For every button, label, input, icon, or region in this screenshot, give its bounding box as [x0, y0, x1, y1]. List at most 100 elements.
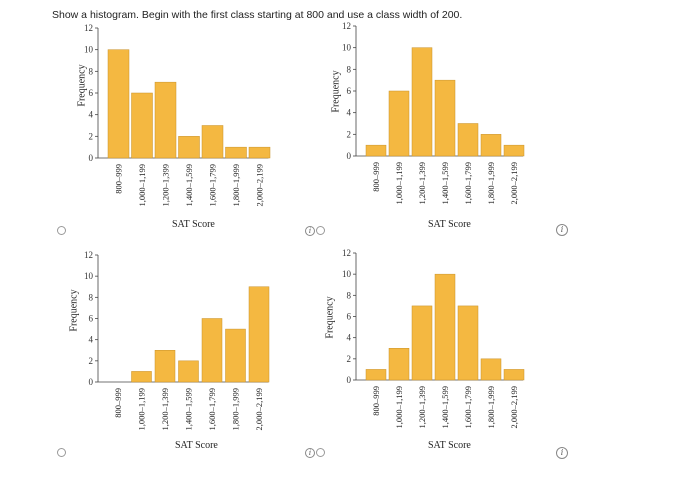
histogram-b-bar — [411, 47, 433, 157]
y-tick-label: 8 — [347, 64, 352, 74]
y-tick-label: 2 — [347, 129, 352, 139]
y-tick-label: 8 — [347, 290, 352, 300]
info-icon-a[interactable]: i — [305, 226, 315, 236]
y-tick-label: 10 — [84, 45, 94, 55]
y-tick-label: 8 — [89, 66, 94, 76]
info-icon-c[interactable]: i — [305, 448, 315, 458]
option-a-radio[interactable] — [57, 226, 66, 235]
histogram-b-category-label: 2,000–2,199 — [509, 162, 519, 205]
histogram-d-xlabel: SAT Score — [428, 440, 471, 451]
histogram-a-category-label: 2,000–2,199 — [255, 164, 265, 207]
y-tick-label: 2 — [347, 354, 352, 364]
histogram-b-bar — [388, 90, 410, 157]
histogram-b-bar — [365, 144, 387, 157]
histogram-d-category-label: 1,200–1,399 — [417, 386, 427, 429]
histogram-d-category-label: 1,400–1,599 — [440, 386, 450, 429]
histogram-b-category-label: 800–999 — [371, 162, 381, 192]
y-tick-label: 12 — [342, 21, 351, 31]
y-tick-label: 12 — [342, 248, 351, 258]
option-c-radio[interactable] — [57, 448, 66, 457]
y-tick-label: 0 — [89, 377, 94, 387]
histogram-d-bar — [480, 358, 502, 381]
option-d-radio[interactable] — [316, 448, 325, 457]
histogram-d-category-label: 2,000–2,199 — [509, 386, 519, 429]
histogram-d-category-label: 1,600–1,799 — [463, 386, 473, 429]
y-tick-label: 12 — [84, 250, 93, 260]
histogram-d-ylabel: Frequency — [324, 296, 336, 339]
histogram-d-category-label: 1,000–1,199 — [394, 386, 404, 429]
histogram-c-category-label: 2,000–2,199 — [254, 388, 264, 431]
y-tick-label: 6 — [347, 312, 352, 322]
histogram-a-bar — [178, 136, 200, 159]
y-tick-label: 0 — [347, 151, 352, 161]
histogram-b-bar — [457, 123, 479, 157]
histogram-d-bar — [411, 305, 433, 381]
y-tick-label: 6 — [89, 88, 94, 98]
histogram-b-bar — [503, 144, 525, 157]
histogram-a-category-label: 1,600–1,799 — [208, 164, 218, 207]
info-icon-b[interactable]: i — [556, 224, 568, 236]
histogram-c-bar — [178, 360, 199, 383]
histogram-b-bar — [434, 79, 456, 157]
y-tick-label: 4 — [89, 110, 94, 120]
y-tick-label: 0 — [347, 375, 352, 385]
histogram-b-category-label: 1,200–1,399 — [417, 162, 427, 205]
histogram-c-bar — [248, 286, 270, 383]
histogram-b-category-label: 1,000–1,199 — [394, 162, 404, 205]
histogram-c-category-label: 800–999 — [113, 388, 123, 418]
histogram-a-category-label: 1,000–1,199 — [137, 164, 147, 207]
histogram-d-bar — [388, 348, 410, 381]
histogram-d-bar — [457, 305, 479, 381]
y-tick-label: 4 — [347, 108, 352, 118]
histogram-d-category-label: 800–999 — [371, 386, 381, 416]
y-tick-label: 10 — [342, 269, 352, 279]
histogram-a-bar — [131, 92, 153, 159]
histogram-c-bar — [225, 328, 246, 383]
y-tick-label: 10 — [84, 271, 94, 281]
y-tick-label: 8 — [89, 292, 94, 302]
histogram-a-xlabel: SAT Score — [172, 219, 215, 230]
histogram-d-bar — [503, 369, 525, 381]
y-tick-label: 2 — [89, 131, 94, 141]
histogram-a-bar — [248, 146, 271, 159]
histogram-b-category-label: 1,800–1,999 — [486, 162, 496, 205]
histogram-b-category-label: 1,600–1,799 — [463, 162, 473, 205]
histogram-a-bar — [154, 81, 177, 159]
y-tick-label: 2 — [89, 356, 94, 366]
histogram-a-bar — [225, 146, 247, 159]
info-icon-d[interactable]: i — [556, 447, 568, 459]
histogram-a-category-label: 1,400–1,599 — [184, 164, 194, 207]
histogram-d-category-label: 1,800–1,999 — [486, 386, 496, 429]
histogram-c-bar — [131, 371, 152, 383]
histogram-b-xlabel: SAT Score — [428, 219, 471, 230]
histogram-d-bar — [434, 273, 456, 381]
y-tick-label: 10 — [342, 43, 352, 53]
histogram-a-category-label: 800–999 — [114, 164, 124, 194]
histogram-c-category-label: 1,200–1,399 — [160, 388, 170, 431]
histogram-a-bar — [201, 125, 224, 159]
y-tick-label: 0 — [89, 153, 94, 163]
y-tick-label: 6 — [89, 314, 94, 324]
y-tick-label: 4 — [347, 333, 352, 343]
histogram-b-category-label: 1,400–1,599 — [440, 162, 450, 205]
histogram-d-bar — [365, 369, 387, 381]
histogram-c-category-label: 1,600–1,799 — [207, 388, 217, 431]
option-b-radio[interactable] — [316, 226, 325, 235]
histogram-c-category-label: 1,400–1,599 — [184, 388, 194, 431]
histogram-a-category-label: 1,200–1,399 — [161, 164, 171, 207]
histogram-a-category-label: 1,800–1,999 — [231, 164, 241, 207]
histogram-c-bar — [201, 318, 223, 383]
histogram-c-bar — [154, 350, 176, 383]
histogram-b-bar — [480, 134, 502, 157]
histogram-c-category-label: 1,000–1,199 — [137, 388, 147, 431]
question-text: Show a histogram. Begin with the first c… — [52, 9, 463, 21]
histogram-c-xlabel: SAT Score — [175, 440, 218, 451]
y-tick-label: 12 — [84, 23, 93, 33]
